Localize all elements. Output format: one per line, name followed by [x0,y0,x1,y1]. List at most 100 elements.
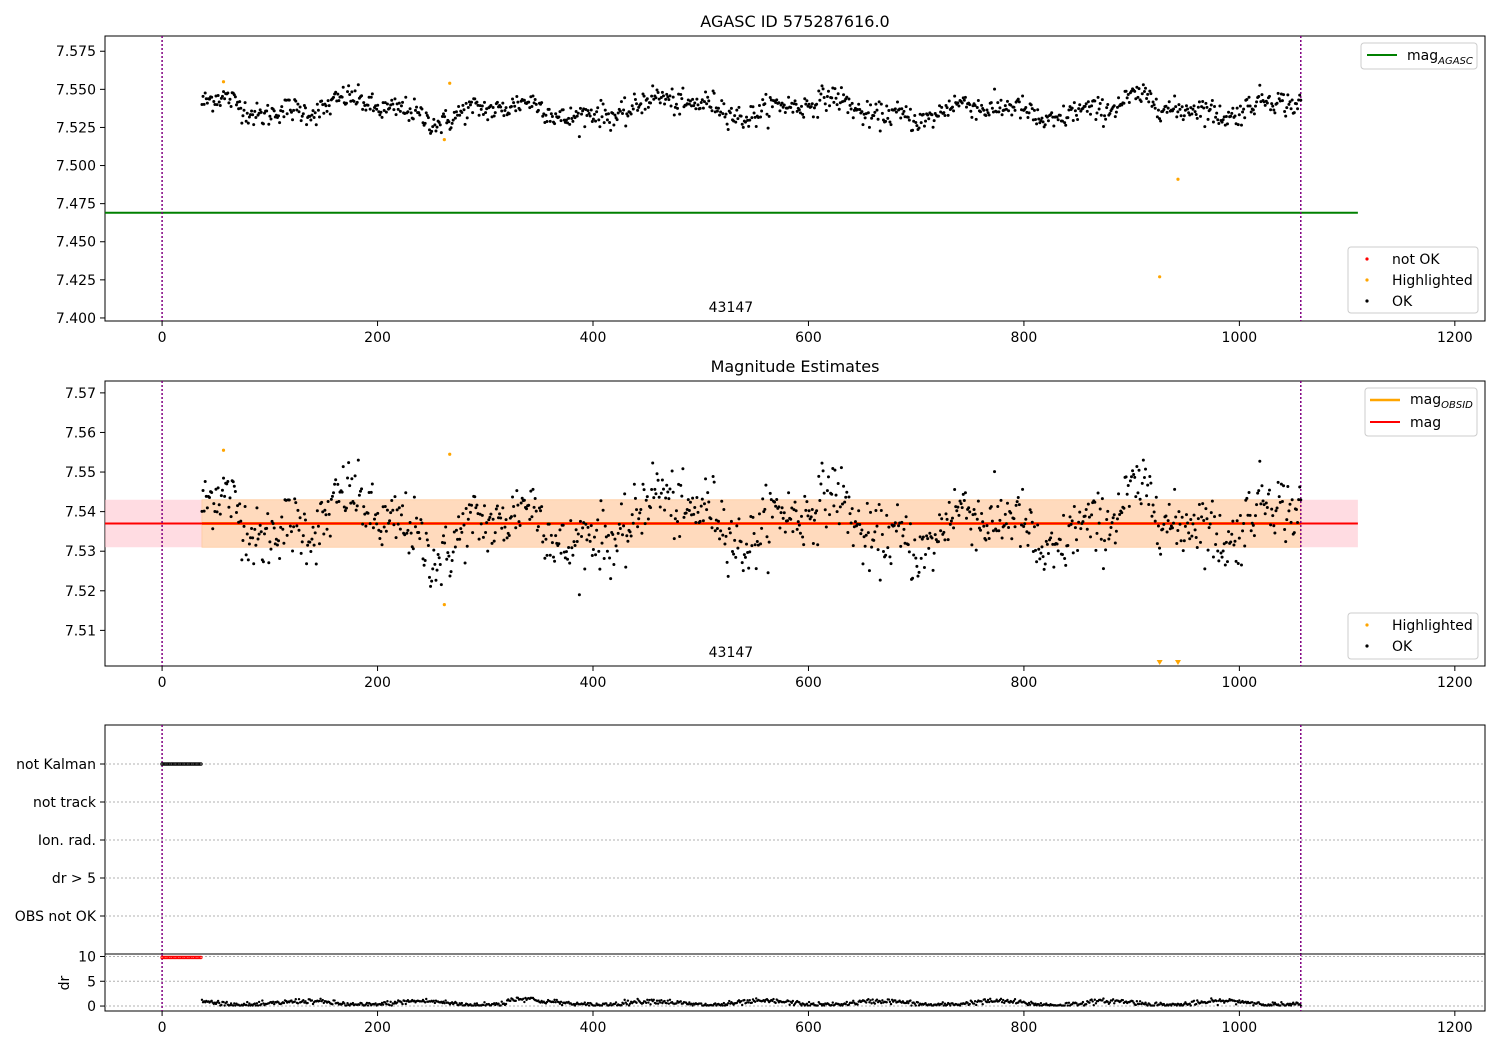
ok-point [637,105,641,109]
ok-point [575,114,579,118]
dr-point [1196,999,1199,1002]
ok-point [702,100,706,104]
x-tick-label: 400 [580,330,607,346]
ok-point [513,104,517,108]
ok-point [213,103,217,107]
ok-point [1021,487,1025,491]
ok-point [363,512,367,516]
ok-point [517,520,521,524]
x-tick-label: 400 [580,675,607,691]
ok-point [615,549,619,553]
ok-point [313,111,317,115]
ok-point [1117,492,1121,496]
ok-point [833,87,837,91]
ok-point [468,103,472,107]
ok-point [461,512,465,516]
ok-point [616,531,620,535]
ok-point [447,120,451,124]
ok-point [383,101,387,105]
ok-point [251,536,255,540]
dr-point [881,999,884,1002]
ok-point [794,102,798,106]
ok-point [435,125,439,129]
ok-point [1272,524,1276,528]
ok-point [374,513,378,517]
ok-point [1035,122,1039,126]
ok-point [302,103,306,107]
ok-point [858,108,862,112]
ok-point [1030,107,1034,111]
ok-point [226,479,230,483]
ok-point [1277,495,1281,499]
dr-point [885,1001,888,1004]
ok-point [609,577,613,581]
ok-point [514,109,518,113]
ok-point [1164,104,1168,108]
ok-point [1208,522,1212,526]
ok-point [494,507,498,511]
dr-point [594,1004,597,1007]
ok-point [573,116,577,120]
ok-point [654,492,658,496]
dr-point [516,996,520,1000]
ok-point [537,506,541,510]
y-tick-label: 7.400 [56,311,96,327]
ok-point [1177,510,1181,514]
ok-point [424,531,428,535]
ok-point [848,103,852,107]
ok-point [719,529,723,533]
ok-point [205,506,209,510]
ok-point [442,534,446,538]
ok-point [1259,502,1263,506]
ok-point [652,496,656,500]
dr-point [646,998,649,1002]
ok-point [1005,99,1009,103]
dr-point [737,999,741,1002]
ok-point [425,538,429,542]
ok-point [368,107,372,111]
ok-point [715,526,719,530]
ok-point [454,528,458,532]
ok-point [857,102,861,106]
ok-point [418,537,422,541]
ok-point [234,103,238,107]
ok-point [646,105,650,109]
ok-point [1149,92,1153,96]
ok-point [673,517,677,521]
ok-point [930,113,934,117]
ok-point [804,508,808,512]
agasc-panel-frame [104,35,1486,322]
ok-point [1229,114,1233,118]
ok-point [713,529,717,533]
dr-point [1013,998,1017,1001]
ok-point [1158,117,1162,121]
ok-point [550,541,554,545]
ok-point [310,113,314,117]
ok-point [661,94,665,98]
ok-point [1257,95,1261,99]
ok-point [584,522,588,526]
ok-point [1246,513,1250,517]
ok-point [1150,104,1154,108]
x-tick-label: 1000 [1222,675,1258,691]
dr-point [1188,1002,1191,1005]
dr-point [271,1000,275,1004]
ok-point [657,97,661,101]
dr-point [304,1000,307,1003]
ok-point [1093,500,1097,504]
ok-point [320,99,324,103]
ok-point [696,510,700,514]
ok-point [797,523,801,527]
dr-point [628,1002,632,1005]
ok-point [1095,531,1099,535]
ok-point [995,110,999,114]
dr-point [1066,1004,1070,1007]
ok-point [690,104,694,108]
dr-point [500,1000,503,1003]
ok-point [949,519,953,523]
ok-point [1046,119,1050,123]
y-tick-label: 7.57 [65,386,96,402]
ok-point [516,503,520,507]
dr-point [483,1001,486,1004]
ok-point [821,469,825,473]
